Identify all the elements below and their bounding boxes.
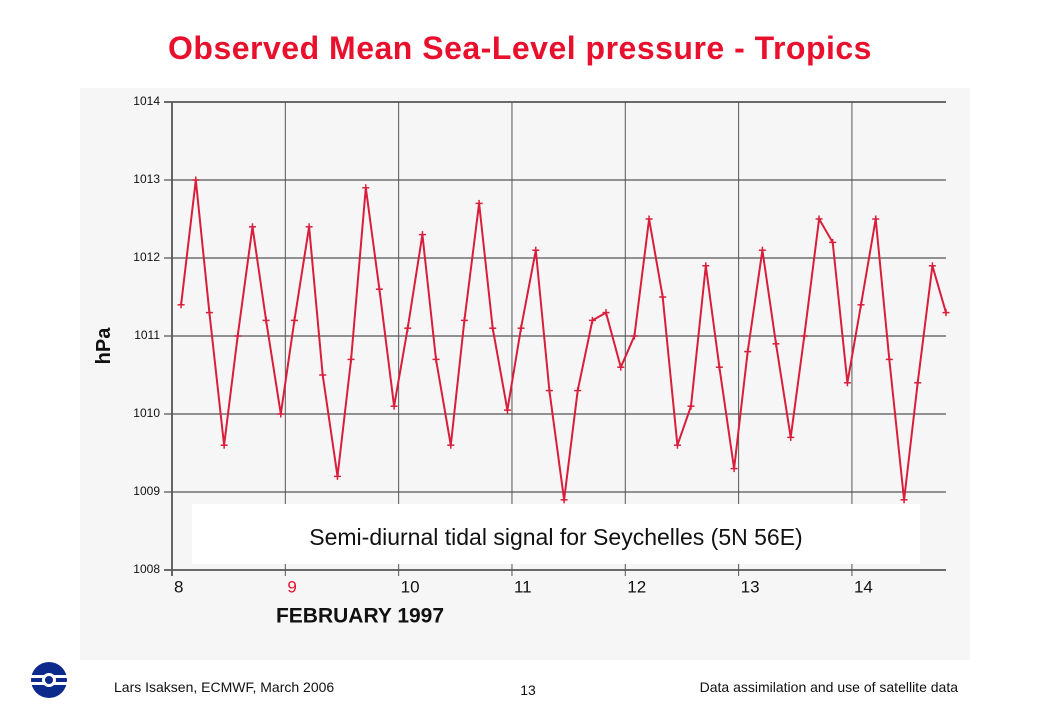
data-point-marker: [489, 324, 497, 332]
slide-title: Observed Mean Sea-Level pressure - Tropi…: [168, 30, 872, 66]
data-point-marker: [829, 238, 837, 246]
data-point-marker: [432, 355, 440, 363]
data-point-marker: [390, 402, 398, 410]
data-point-marker: [659, 293, 667, 301]
data-point-marker: [574, 387, 582, 395]
data-point-marker: [545, 387, 553, 395]
y-tick-label: 1010: [133, 406, 160, 420]
y-tick-label: 1011: [134, 328, 160, 342]
data-point-marker: [588, 316, 596, 324]
x-tick-label: 10: [401, 577, 420, 596]
data-point-marker: [928, 262, 936, 270]
data-point-marker: [900, 496, 908, 504]
x-tick-label: 14: [854, 577, 873, 596]
y-tick-label: 1013: [133, 172, 160, 186]
y-axis-ticks: 1008 1009 1010 1011 1012 1013 1014: [133, 94, 160, 576]
data-point-marker: [715, 363, 723, 371]
data-point-marker: [447, 441, 455, 449]
footer-author: Lars Isaksen, ECMWF, March 2006: [114, 679, 335, 695]
x-axis-label: FEBRUARY 1997: [276, 605, 444, 628]
data-point-marker: [942, 309, 950, 317]
y-axis-label: hPa: [93, 327, 115, 365]
data-point-marker: [758, 246, 766, 254]
data-point-marker: [192, 176, 200, 184]
x-tick-label: 8: [174, 577, 183, 596]
data-point-marker: [262, 316, 270, 324]
chart-grid: [164, 101, 946, 576]
page-number: 13: [520, 682, 536, 698]
data-point-marker: [630, 332, 638, 340]
data-point-marker: [673, 441, 681, 449]
y-tick-label: 1012: [133, 250, 160, 264]
data-point-marker: [702, 262, 710, 270]
data-point-marker: [404, 324, 412, 332]
data-point-marker: [177, 301, 185, 309]
data-point-marker: [517, 324, 525, 332]
data-point-marker: [687, 402, 695, 410]
data-point-marker: [205, 309, 213, 317]
data-point-marker: [914, 379, 922, 387]
data-point-marker: [347, 355, 355, 363]
data-point-marker: [290, 316, 298, 324]
ecmwf-logo-icon: [22, 662, 76, 698]
data-point-marker: [843, 379, 851, 387]
x-tick-label: 13: [741, 577, 760, 596]
data-point-marker: [787, 433, 795, 441]
data-point-marker: [815, 215, 823, 223]
x-axis-ticks: 8 9 10 11 12 13 14: [174, 577, 873, 596]
data-point-marker: [503, 406, 511, 414]
annotation-text: Semi-diurnal tidal signal for Seychelles…: [309, 524, 802, 550]
data-point-marker: [418, 231, 426, 239]
data-point-marker: [744, 348, 752, 356]
data-point-marker: [645, 215, 653, 223]
x-tick-label: 11: [514, 577, 532, 596]
data-point-marker: [319, 371, 327, 379]
y-tick-label: 1014: [133, 94, 160, 108]
data-point-marker: [532, 246, 540, 254]
data-point-marker: [772, 340, 780, 348]
series-markers: [177, 176, 950, 504]
data-point-marker: [333, 472, 341, 480]
chart-panel: 1008 1009 1010 1011 1012 1013 1014 8 9 10 11 12 13 1…: [80, 88, 970, 660]
y-tick-label: 1008: [133, 562, 160, 576]
data-point-marker: [560, 496, 568, 504]
y-tick-label: 1009: [133, 484, 160, 498]
data-point-marker: [460, 316, 468, 324]
footer-topic: Data assimilation and use of satellite d…: [699, 679, 958, 695]
data-point-marker: [234, 332, 242, 340]
data-point-marker: [362, 184, 370, 192]
data-point-marker: [602, 309, 610, 317]
data-point-marker: [305, 223, 313, 231]
data-point-marker: [857, 301, 865, 309]
data-point-marker: [885, 355, 893, 363]
data-point-marker: [277, 410, 285, 418]
data-point-marker: [220, 441, 228, 449]
data-point-marker: [872, 215, 880, 223]
data-point-marker: [730, 465, 738, 473]
data-point-marker: [617, 363, 625, 371]
data-point-marker: [475, 199, 483, 207]
data-point-marker: [375, 285, 383, 293]
annotation-box: [192, 504, 920, 564]
x-tick-label: 9: [287, 577, 296, 596]
series-line: [180, 179, 947, 500]
data-point-marker: [800, 332, 808, 340]
data-point-marker: [248, 223, 256, 231]
x-tick-label: 12: [627, 577, 646, 596]
